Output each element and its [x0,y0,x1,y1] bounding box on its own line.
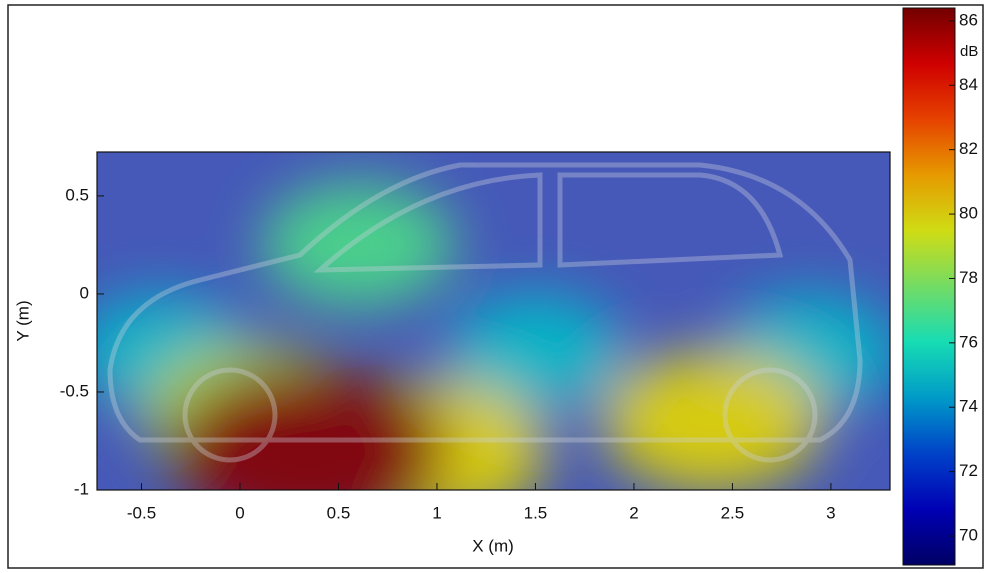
colorbar-tick-label: 84 [959,75,978,94]
plot-area [97,152,890,490]
heat-spot [448,294,623,412]
x-tick-label: 2.5 [721,503,745,522]
x-tick-label: 1 [432,503,441,522]
heat-spot [602,351,824,490]
colorbar-tick-label: 86 [959,10,978,29]
x-tick-label: 0 [235,503,244,522]
colorbar-tick-label: 76 [959,332,978,351]
heat-layer [97,181,890,490]
heat-spot [261,181,455,309]
y-axis-label: Y (m) [13,300,32,341]
colorbar-tick-label: 70 [959,526,978,545]
x-tick-label: 2 [629,503,638,522]
x-tick-label: 1.5 [524,503,548,522]
y-tick-label: 0 [80,283,89,302]
colorbar-tick-label: 74 [959,397,978,416]
y-tick-label: 0.5 [65,185,89,204]
colorbar-tick-label: 72 [959,461,978,480]
x-tick-label: 0.5 [327,503,351,522]
car-outline [107,162,863,463]
colorbar [902,7,956,566]
x-tick-label: 3 [826,503,835,522]
colorbar-tick-label: 82 [959,139,978,158]
x-axis-label: X (m) [472,536,514,555]
colorbar-label: dB [960,43,978,60]
frame [7,4,984,569]
y-tick-label: -1 [74,479,89,498]
colorbar-tick-label: 80 [959,204,978,223]
plot-border [96,151,891,491]
heat-spot [170,366,448,490]
colorbar-tick-label: 78 [959,268,978,287]
x-tick-label: -0.5 [127,503,156,522]
y-tick-label: -0.5 [60,381,89,400]
